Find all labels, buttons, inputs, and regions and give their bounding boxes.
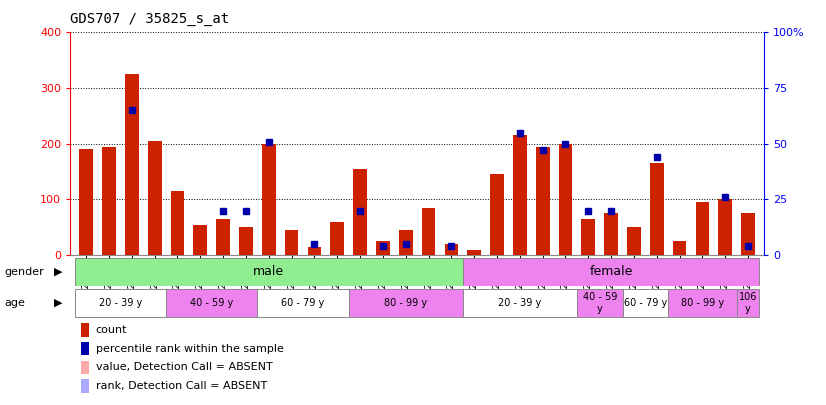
Bar <box>81 323 88 337</box>
Bar <box>330 222 344 255</box>
Text: gender: gender <box>4 267 44 277</box>
Text: 40 - 59 y: 40 - 59 y <box>190 298 233 308</box>
Text: 20 - 39 y: 20 - 39 y <box>99 298 142 308</box>
Bar <box>468 249 481 255</box>
Text: 80 - 99 y: 80 - 99 y <box>384 298 427 308</box>
Text: GDS707 / 35825_s_at: GDS707 / 35825_s_at <box>70 12 230 26</box>
Bar <box>216 219 230 255</box>
Text: male: male <box>254 265 284 278</box>
Bar <box>444 244 458 255</box>
Bar <box>463 258 759 286</box>
Bar <box>262 144 276 255</box>
Bar <box>81 379 88 393</box>
Text: ▶: ▶ <box>54 267 62 277</box>
Bar <box>258 289 349 317</box>
Bar <box>354 169 367 255</box>
Bar <box>513 135 527 255</box>
Bar <box>605 213 618 255</box>
Text: age: age <box>4 298 25 308</box>
Bar <box>623 289 668 317</box>
Bar <box>307 247 321 255</box>
Bar <box>741 213 755 255</box>
Text: percentile rank within the sample: percentile rank within the sample <box>96 343 283 354</box>
Text: 60 - 79 y: 60 - 79 y <box>282 298 325 308</box>
Bar <box>737 289 759 317</box>
Bar <box>627 227 641 255</box>
Bar <box>672 241 686 255</box>
Text: 80 - 99 y: 80 - 99 y <box>681 298 724 308</box>
Bar <box>490 175 504 255</box>
Bar <box>668 289 737 317</box>
Bar <box>81 360 88 374</box>
Text: female: female <box>590 265 633 278</box>
Text: 60 - 79 y: 60 - 79 y <box>624 298 667 308</box>
Bar <box>148 141 162 255</box>
Bar <box>285 230 298 255</box>
Bar <box>349 289 463 317</box>
Bar <box>125 74 139 255</box>
Bar <box>399 230 412 255</box>
Text: rank, Detection Call = ABSENT: rank, Detection Call = ABSENT <box>96 381 267 391</box>
Bar <box>558 144 572 255</box>
Bar <box>422 208 435 255</box>
Bar <box>193 224 207 255</box>
Bar <box>650 163 663 255</box>
Bar <box>75 289 166 317</box>
Bar <box>239 227 253 255</box>
Bar <box>171 191 184 255</box>
Bar <box>695 202 710 255</box>
Text: 106
y: 106 y <box>739 292 757 314</box>
Bar <box>75 258 463 286</box>
Text: count: count <box>96 325 127 335</box>
Bar <box>79 149 93 255</box>
Text: ▶: ▶ <box>54 298 62 308</box>
Bar <box>719 199 732 255</box>
Bar <box>577 289 623 317</box>
Bar <box>102 147 116 255</box>
Bar <box>582 219 596 255</box>
Text: value, Detection Call = ABSENT: value, Detection Call = ABSENT <box>96 362 273 373</box>
Text: 20 - 39 y: 20 - 39 y <box>498 298 542 308</box>
Bar <box>166 289 258 317</box>
Bar <box>463 289 577 317</box>
Bar <box>536 147 549 255</box>
Text: 40 - 59
y: 40 - 59 y <box>582 292 617 314</box>
Bar <box>81 342 88 356</box>
Bar <box>376 241 390 255</box>
